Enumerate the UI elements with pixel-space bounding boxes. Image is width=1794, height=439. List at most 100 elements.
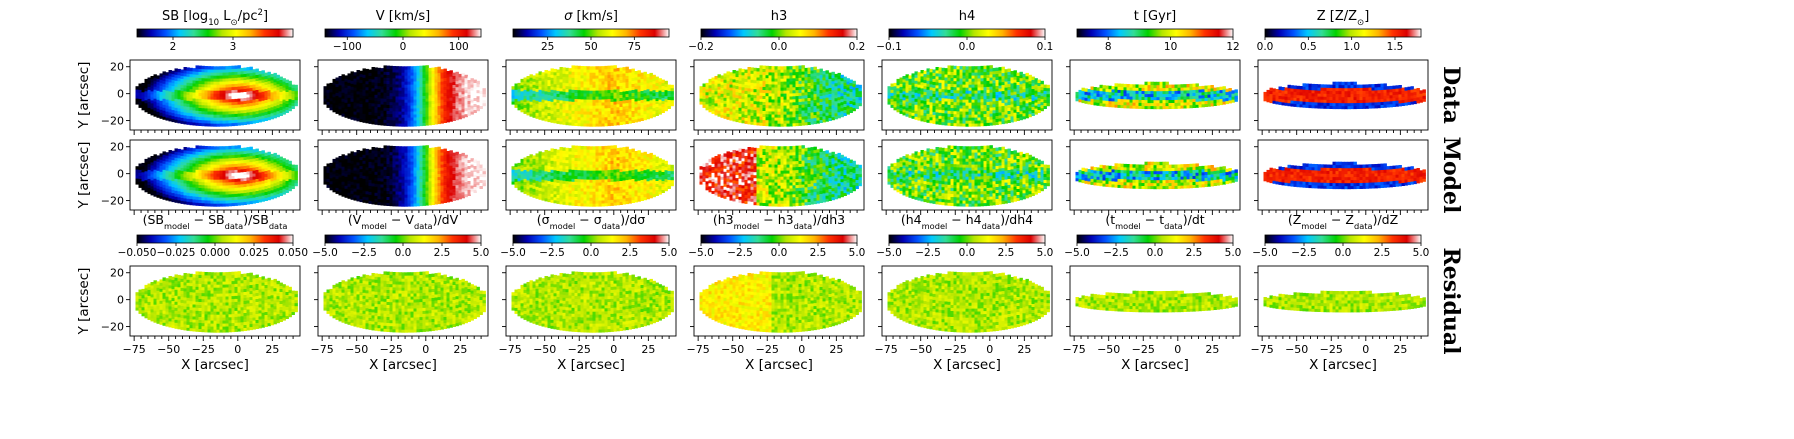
map-cell (273, 299, 277, 304)
map-cell (261, 312, 265, 316)
map-cell (377, 91, 381, 96)
map-cell (222, 275, 226, 279)
map-cell (192, 101, 196, 105)
map-cell (240, 171, 244, 176)
map-cell (246, 174, 250, 178)
map-cell (285, 100, 289, 104)
map-cell (294, 102, 298, 107)
map-cell (425, 148, 429, 152)
map-cell (386, 178, 390, 182)
map-cell (213, 164, 217, 168)
map-cell (341, 319, 345, 323)
map-cell (461, 78, 465, 83)
map-cell (201, 313, 205, 318)
map-cell (401, 99, 405, 103)
map-cell (171, 162, 175, 167)
map-cell (335, 283, 339, 287)
map-cell (359, 153, 363, 158)
map-cell (225, 108, 229, 112)
map-cell (201, 160, 205, 165)
label-part: )/SB (243, 212, 269, 227)
map-cell (192, 286, 196, 290)
map-cell (365, 286, 369, 291)
map-cell (464, 172, 468, 177)
map-cell (425, 92, 429, 96)
map-cell (350, 190, 354, 194)
map-cell (446, 178, 450, 182)
map-cell (332, 296, 336, 301)
map-cell (240, 327, 244, 332)
colorbar-tick-label: −2.5 (351, 247, 377, 259)
map-cell (371, 70, 375, 74)
map-cell (464, 86, 468, 91)
map-cell (368, 176, 372, 180)
map-cell (437, 197, 441, 202)
map-cell (291, 296, 295, 300)
map-cell (150, 85, 154, 89)
map-cell (344, 93, 348, 97)
map-cell (273, 284, 277, 289)
map-cell (371, 198, 375, 202)
map-cell (350, 163, 354, 167)
map-cell (204, 123, 208, 127)
map-cell (267, 289, 271, 294)
map-cell (156, 287, 160, 291)
map-cell (216, 120, 220, 124)
map-cell (371, 195, 375, 199)
map-cell (380, 83, 384, 87)
map-cell (374, 177, 378, 181)
map-cell (359, 279, 363, 284)
map-cell (434, 94, 438, 98)
map-cell (159, 156, 163, 160)
map-cell (425, 89, 429, 93)
map-cell (261, 324, 265, 328)
map-cell (374, 79, 378, 83)
map-cell (201, 86, 205, 91)
map-cell (225, 149, 229, 153)
map-cell (234, 172, 238, 176)
map-cell (371, 189, 375, 193)
map-cell (207, 287, 211, 291)
map-cell (359, 85, 363, 90)
map-cell (440, 81, 444, 85)
map-cell (389, 160, 393, 165)
map-cell (192, 163, 196, 167)
map-cell (243, 103, 247, 107)
map-cell (192, 307, 196, 311)
map-cell (335, 286, 339, 290)
map-cell (449, 159, 453, 163)
map-cell (216, 72, 220, 76)
map-cell (270, 294, 274, 299)
map-cell (338, 318, 342, 322)
map-cell (243, 294, 247, 298)
map-cell (156, 194, 160, 198)
map-cell (368, 120, 372, 124)
map-cell (350, 310, 354, 314)
map-cell (204, 284, 208, 288)
map-cell (395, 161, 399, 165)
map-cell (422, 65, 426, 69)
map-cell (419, 196, 423, 201)
map-cell (237, 184, 241, 188)
map-cell (431, 180, 435, 184)
map-cell (198, 77, 202, 81)
map-cell (231, 202, 235, 207)
map-cell (482, 179, 486, 184)
map-cell (222, 317, 226, 321)
map-cell (201, 151, 205, 156)
map-cell (177, 154, 181, 159)
map-cell (192, 160, 196, 164)
map-cell (446, 157, 450, 161)
colorbar-strip (888, 234, 1046, 244)
map-cell (165, 84, 169, 88)
map-cell (198, 68, 202, 72)
map-cell (141, 171, 145, 176)
map-cell (162, 71, 166, 75)
map-cell (225, 326, 229, 330)
map-cell (350, 151, 354, 155)
map-cell (276, 74, 280, 79)
map-cell (222, 329, 226, 333)
map-cell (332, 90, 336, 95)
map-cell (443, 181, 447, 185)
map-cell (240, 118, 244, 123)
